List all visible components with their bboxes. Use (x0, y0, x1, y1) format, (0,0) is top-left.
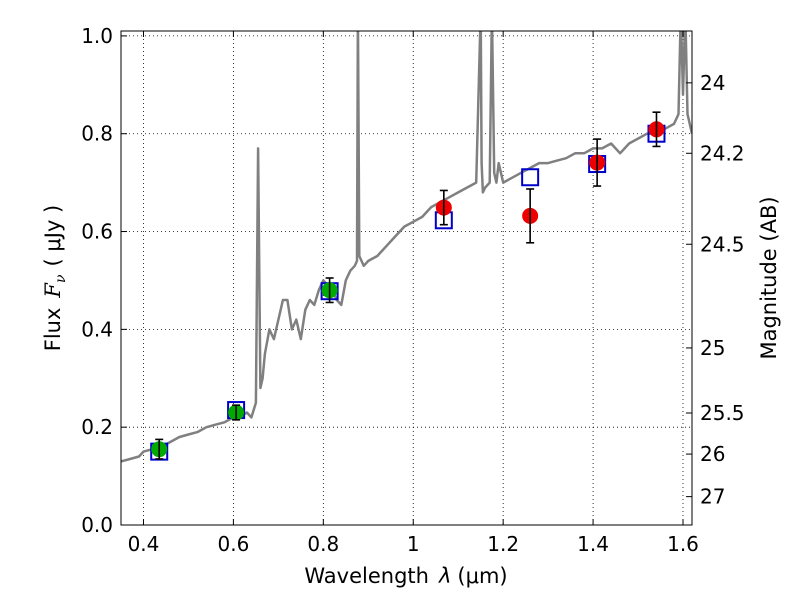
y2-tick-label: 25.5 (700, 401, 745, 425)
y-tick-label: 0.8 (81, 122, 113, 146)
marker-layer (150, 111, 666, 461)
y-tick-label: 0.6 (81, 220, 113, 244)
ticks: 0.4 0.6 0.8 1 1.2 1.4 1.6 0.0 0.2 0.4 0.6 0.8 1.0 24 2… (81, 24, 744, 556)
x-tick-label: 0.6 (217, 532, 249, 556)
y2-tick-label: 25 (700, 336, 725, 360)
plot-area (121, 31, 692, 525)
x-tick-label: 1.4 (577, 532, 609, 556)
y2-axis-label: Magnitude (AB) (757, 196, 781, 359)
x-tick-label: 1.2 (487, 532, 519, 556)
x-axis-label: Wavelength λ (μm) (304, 564, 507, 588)
y2-tick-label: 27 (700, 485, 725, 509)
y-axis-label: FluxFν( μJy ) (41, 205, 69, 351)
x-tick-label: 1 (407, 532, 420, 556)
y2-tick-label: 24 (700, 71, 725, 95)
x-tick-label: 1.6 (667, 532, 699, 556)
data-layer (121, 31, 692, 463)
model-spectrum-line (121, 31, 692, 463)
x-tick-label: 0.8 (307, 532, 339, 556)
y2-tick-label: 26 (700, 442, 725, 466)
plot-frame (120, 30, 693, 526)
y-tick-label: 0.2 (81, 415, 113, 439)
model-photometry-square (521, 168, 540, 187)
y2-tick-label: 24.5 (700, 232, 745, 256)
y-tick-label: 0.0 (81, 513, 113, 537)
y2-tick-label: 24.2 (700, 141, 745, 165)
x-tick-label: 0.4 (128, 532, 160, 556)
y-tick-label: 1.0 (81, 24, 113, 48)
y-tick-label: 0.4 (81, 317, 113, 341)
